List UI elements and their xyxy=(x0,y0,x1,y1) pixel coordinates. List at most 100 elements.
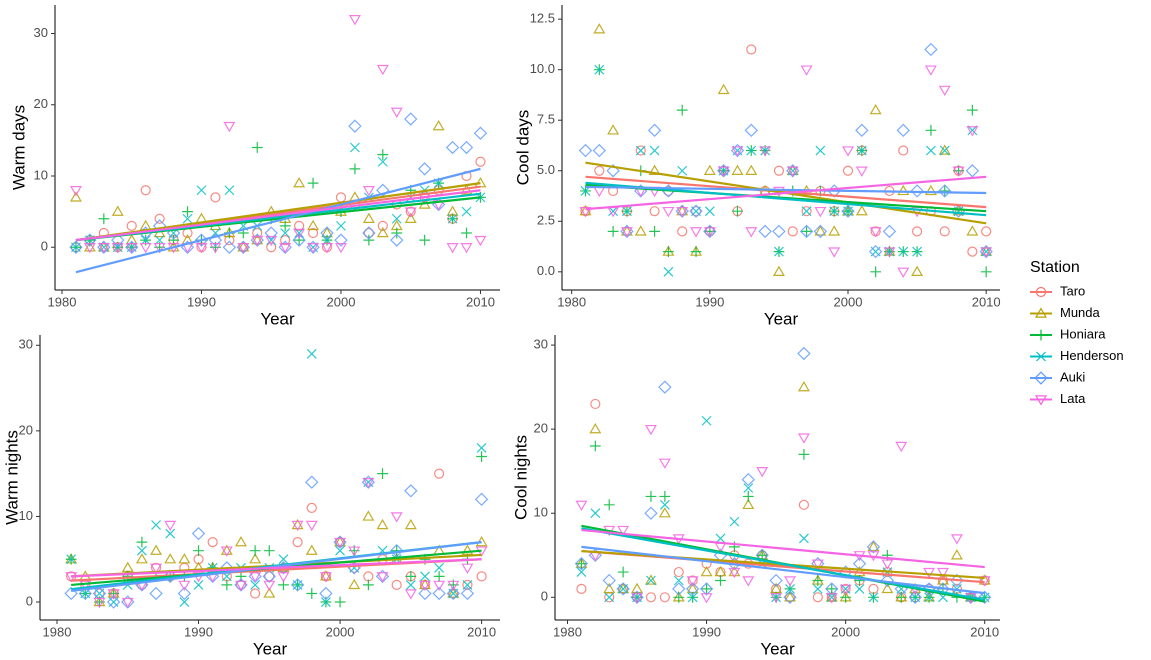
point xyxy=(348,578,361,590)
point xyxy=(662,206,675,218)
point xyxy=(659,592,670,603)
point xyxy=(417,162,432,176)
point xyxy=(150,563,163,574)
point xyxy=(476,571,487,582)
point xyxy=(828,247,841,258)
point xyxy=(840,583,851,594)
point xyxy=(897,184,910,196)
point xyxy=(279,220,291,232)
x-tick-label: 2010 xyxy=(972,294,1001,309)
y-tick-label: 0 xyxy=(41,239,48,254)
point xyxy=(701,415,712,426)
point xyxy=(938,144,951,155)
point xyxy=(349,163,361,175)
point xyxy=(250,579,261,590)
legend-label: Lata xyxy=(1060,391,1086,406)
point xyxy=(78,586,92,601)
point xyxy=(715,575,726,586)
point xyxy=(717,166,730,177)
x-tick-label: 1980 xyxy=(48,294,77,309)
point xyxy=(447,587,460,598)
point xyxy=(220,561,234,575)
point xyxy=(912,246,923,257)
point xyxy=(812,575,824,586)
point xyxy=(193,554,204,565)
point xyxy=(787,226,798,237)
point xyxy=(579,205,592,216)
point xyxy=(635,145,646,156)
point xyxy=(769,573,783,588)
point xyxy=(967,246,978,257)
point xyxy=(348,15,361,26)
point xyxy=(856,145,867,156)
point xyxy=(237,243,250,254)
point xyxy=(292,233,306,247)
y-axis-label: Warm days xyxy=(9,105,28,190)
point xyxy=(800,65,813,76)
point xyxy=(869,227,882,238)
point xyxy=(348,546,361,557)
point xyxy=(305,475,319,489)
point xyxy=(799,224,814,239)
point xyxy=(938,184,952,198)
point xyxy=(590,508,601,519)
point xyxy=(784,576,797,587)
point xyxy=(432,586,446,601)
point xyxy=(461,563,474,574)
point xyxy=(925,124,937,136)
point xyxy=(867,540,880,552)
y-tick-label: 12.5 xyxy=(530,11,555,26)
point xyxy=(224,185,235,196)
point xyxy=(590,398,601,410)
point xyxy=(390,233,404,247)
legend-label: Henderson xyxy=(1060,348,1124,363)
point xyxy=(404,112,418,126)
point xyxy=(265,235,278,247)
point xyxy=(978,574,991,585)
point xyxy=(305,544,318,555)
point xyxy=(376,572,389,583)
point xyxy=(405,570,417,582)
point xyxy=(798,533,809,544)
point xyxy=(165,528,176,539)
point xyxy=(663,266,674,277)
point xyxy=(869,103,882,115)
point xyxy=(704,206,715,217)
point xyxy=(673,575,684,586)
point xyxy=(391,227,403,239)
point xyxy=(649,206,660,217)
legend-label: Honiara xyxy=(1060,326,1106,341)
point xyxy=(758,224,772,239)
point xyxy=(617,525,630,537)
trend-line: Auki xyxy=(71,541,482,592)
point xyxy=(662,246,674,257)
point xyxy=(153,243,166,254)
point xyxy=(897,267,910,278)
point xyxy=(291,518,304,530)
point xyxy=(631,593,644,604)
point xyxy=(950,549,963,560)
point xyxy=(924,184,937,196)
point xyxy=(842,146,855,157)
point xyxy=(319,572,332,583)
point xyxy=(616,582,630,596)
point xyxy=(882,224,897,239)
point xyxy=(251,235,264,247)
trend-line: Auki xyxy=(581,545,985,595)
point xyxy=(149,586,163,601)
point xyxy=(251,142,263,153)
point xyxy=(774,246,784,257)
point xyxy=(404,207,417,218)
point xyxy=(745,227,758,238)
point xyxy=(981,226,992,237)
point xyxy=(603,499,615,511)
point xyxy=(136,545,147,556)
point xyxy=(644,574,657,585)
point xyxy=(460,243,473,254)
point xyxy=(150,544,163,555)
point xyxy=(377,156,388,167)
point xyxy=(594,165,605,176)
